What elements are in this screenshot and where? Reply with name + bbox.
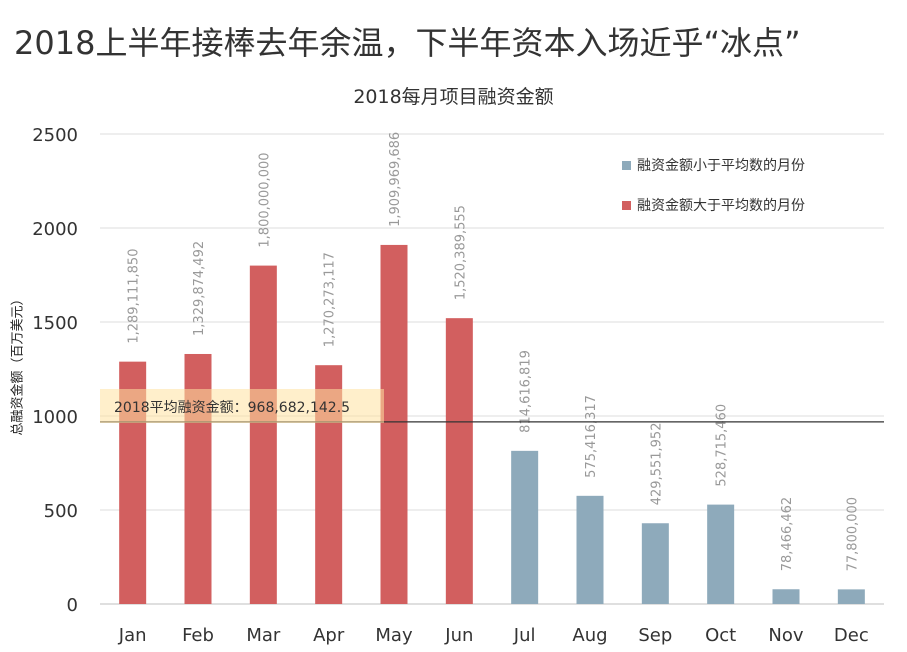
y-tick-label: 2000	[32, 219, 78, 240]
legend: 融资金额小于平均数的月份 融资金额大于平均数的月份	[622, 154, 805, 234]
data-label: 1,800,000,000	[257, 152, 272, 247]
legend-label-below: 融资金额小于平均数的月份	[637, 158, 805, 174]
data-label: 1,329,874,492	[192, 241, 207, 336]
legend-label-above: 融资金额大于平均数的月份	[637, 198, 805, 214]
x-tick-label: Jan	[118, 625, 147, 646]
bar	[772, 589, 800, 604]
bar	[641, 523, 669, 604]
data-label: 1,289,111,850	[127, 249, 142, 344]
bar	[837, 589, 865, 604]
data-label: 429,551,952	[649, 423, 664, 506]
x-tick-label: Dec	[834, 625, 869, 646]
y-tick-label: 2500	[32, 125, 78, 146]
bar	[511, 450, 539, 604]
y-tick-label: 0	[67, 595, 78, 616]
data-label: 1,520,389,555	[453, 205, 468, 300]
y-tick-label: 1500	[32, 313, 78, 334]
data-label: 1,270,273,117	[323, 252, 338, 347]
legend-swatch-above	[622, 200, 631, 210]
bar	[576, 495, 604, 604]
page-headline: 2018上半年接棒去年余温，下半年资本入场近乎“冰点”	[14, 24, 801, 62]
x-tick-label: Mar	[246, 625, 281, 646]
x-tick-label: Aug	[572, 625, 607, 646]
legend-swatch-below	[622, 160, 631, 170]
data-label: 814,616,819	[519, 350, 534, 433]
bar	[707, 504, 735, 604]
data-label: 78,466,462	[780, 497, 795, 571]
average-label: 2018平均融资金额：968,682,142.5	[114, 400, 351, 416]
bar	[249, 265, 277, 604]
chart-title: 2018每月项目融资金额	[353, 86, 554, 108]
x-tick-label: Nov	[768, 625, 803, 646]
x-tick-label: Oct	[705, 625, 736, 646]
x-tick-label: May	[375, 625, 413, 646]
data-label: 77,800,000	[845, 497, 860, 571]
y-tick-label: 500	[44, 501, 78, 522]
data-label: 1,909,969,686	[388, 132, 403, 227]
x-tick-label: Apr	[313, 625, 345, 646]
x-tick-label: Jul	[513, 625, 536, 646]
bar	[445, 318, 473, 604]
data-label: 575,416,317	[584, 395, 599, 478]
x-tick-label: Sep	[638, 625, 672, 646]
x-tick-label: Jun	[444, 625, 473, 646]
legend-item-below: 融资金额小于平均数的月份	[622, 154, 805, 176]
legend-item-above: 融资金额大于平均数的月份	[622, 194, 805, 216]
x-tick-label: Feb	[182, 625, 214, 646]
bar	[380, 244, 408, 604]
average-label-box	[100, 389, 384, 423]
y-tick-label: 1000	[32, 407, 78, 428]
data-label: 528,715,460	[715, 404, 730, 487]
